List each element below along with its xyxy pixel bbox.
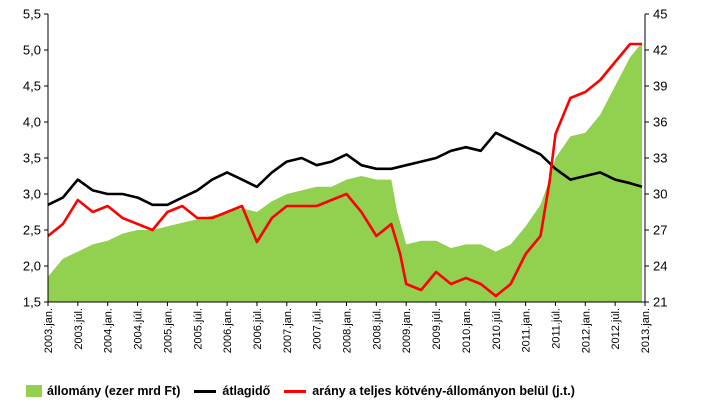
- x-tick-label: 2009.jan.: [401, 308, 413, 353]
- x-tick-label: 2003.júl.: [73, 308, 85, 350]
- x-tick-label: 2005.júl.: [192, 308, 204, 350]
- series-line-atlagido: [47, 131, 643, 207]
- x-tick-label: 2006.jan.: [222, 308, 234, 353]
- legend-swatch-arany: [284, 389, 307, 393]
- y-right-tick-label: 33: [653, 151, 667, 166]
- x-tick-label: 2009.júl.: [431, 308, 443, 350]
- x-tick-label: 2004.júl.: [133, 308, 145, 350]
- legend-item-arany: arány a teljes kötvény-állományon belül …: [284, 384, 575, 398]
- y-left-tick-label: 4,5: [23, 79, 41, 94]
- y-left-tick-label: 2,5: [23, 223, 41, 238]
- y-left-tick-label: 4,0: [23, 115, 41, 130]
- legend: állomány (ezer mrd Ft) átlagidő arány a …: [26, 380, 696, 402]
- y-right-tick-label: 21: [653, 295, 667, 310]
- legend-item-atlagido: átlagidő: [194, 384, 270, 398]
- x-tick-label: 2012.jan.: [580, 308, 592, 353]
- plot-area: [47, 14, 646, 303]
- legend-label-allomany: állomány (ezer mrd Ft): [47, 384, 181, 398]
- y-right-tick-label: 24: [653, 259, 667, 274]
- x-tick-label: 2007.jan.: [282, 308, 294, 353]
- x-tick-label: 2011.júl.: [550, 308, 562, 349]
- x-tick-label: 2007.júl.: [312, 308, 324, 350]
- y-left-tick-label: 3,0: [23, 187, 41, 202]
- x-tick-label: 2013.jan.: [640, 308, 652, 353]
- y-right-tick-label: 39: [653, 79, 667, 94]
- y-left-tick-label: 1,5: [23, 295, 41, 310]
- legend-swatch-allomany: [26, 385, 42, 397]
- x-tick-label: 2004.jan.: [103, 308, 115, 353]
- x-tick-label: 2012.júl.: [610, 308, 622, 350]
- y-right-tick-label: 36: [653, 115, 667, 130]
- x-tick-label: 2010.júl.: [491, 308, 503, 350]
- legend-label-atlagido: átlagidő: [222, 384, 271, 398]
- series-line-arany: [47, 42, 642, 298]
- legend-swatch-atlagido: [194, 389, 217, 393]
- x-tick-label: 2008.jan.: [342, 308, 354, 353]
- x-tick-labels: 2003.jan. 2003.júl. 2004.jan. 2004.júl. 2005…: [43, 302, 652, 353]
- y-left-tick-label: 5,5: [23, 7, 41, 22]
- line-layer: [47, 42, 643, 298]
- y-right-tick-label: 42: [653, 43, 667, 58]
- y-right-tick-label: 30: [653, 187, 667, 202]
- x-tick-label: 2008.júl.: [371, 308, 383, 350]
- y-left-tick-label: 2,0: [23, 259, 41, 274]
- series-area-allomany: [48, 42, 642, 303]
- y-left-tick-label: 5,0: [23, 43, 41, 58]
- x-tick-label: 2003.jan.: [43, 308, 55, 353]
- y-right-tick-label: 45: [653, 7, 667, 22]
- x-tick-label: 2005.jan.: [162, 308, 174, 353]
- legend-label-arany: arány a teljes kötvény-állományon belül …: [312, 384, 575, 398]
- x-tick-label: 2011.jan.: [521, 308, 533, 352]
- x-tick-label: 2010.jan.: [461, 308, 473, 353]
- x-tick-label: 2006.júl.: [252, 308, 264, 350]
- area-layer: [48, 42, 642, 303]
- y-left-tick-labels: 1,5 2,0 2,5 3,0 3,5 4,0 4,5 5,0 5,5: [23, 7, 48, 310]
- y-left-tick-label: 3,5: [23, 151, 41, 166]
- y-right-tick-label: 27: [653, 223, 667, 238]
- y-right-tick-labels: 21 24 27 30 33 36 39 42 45: [645, 7, 667, 310]
- legend-item-allomany: állomány (ezer mrd Ft): [26, 384, 180, 398]
